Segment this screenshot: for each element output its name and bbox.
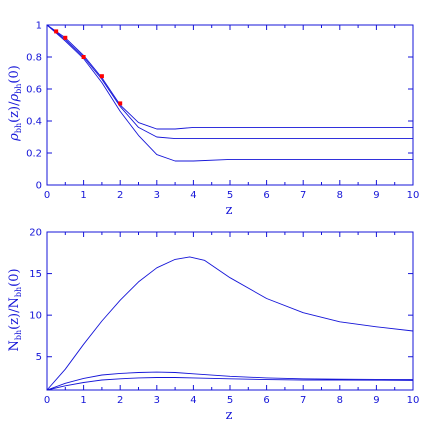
y-tick-label: 15 bbox=[29, 269, 42, 280]
series-lines bbox=[46, 24, 413, 162]
series-line-1 bbox=[46, 24, 413, 130]
series-line-3 bbox=[46, 377, 414, 391]
y-label-symbol-2: N bbox=[7, 297, 22, 308]
series-line-1 bbox=[46, 256, 414, 391]
series-line-2 bbox=[46, 24, 413, 140]
x-tick-label: 6 bbox=[263, 190, 269, 201]
y-label-sub-1: bh bbox=[14, 330, 23, 340]
y-tick-label: 5 bbox=[36, 352, 42, 363]
x-tick-label: 6 bbox=[263, 395, 269, 406]
y-label-symbol-2: ρ bbox=[7, 94, 22, 103]
x-tick-label: 0 bbox=[44, 395, 50, 406]
x-tick-label: 3 bbox=[154, 190, 160, 201]
y-label-arg-2: (0) bbox=[7, 65, 22, 83]
y-tick-label: 0.8 bbox=[26, 53, 42, 64]
y-axis-label: Nbh(z)/Nbh(0) bbox=[7, 268, 23, 351]
y-tick-label: 0.2 bbox=[26, 149, 42, 160]
y-label-sub-2: bh bbox=[14, 84, 23, 94]
data-markers bbox=[54, 29, 123, 106]
y-tick-label: 10 bbox=[29, 311, 42, 322]
y-tick-label: 1 bbox=[36, 21, 42, 32]
x-axis-label: z bbox=[226, 408, 233, 423]
y-label-symbol-1: ρ bbox=[7, 133, 22, 142]
y-axis-ticks: 0 0.2 0.4 0.6 0.8 1 bbox=[26, 21, 413, 192]
y-label-sub-1: bh bbox=[14, 123, 23, 133]
x-axis-label: z bbox=[226, 203, 233, 218]
data-marker bbox=[54, 29, 59, 34]
x-axis-ticks: 0 1 2 3 4 5 6 7 8 9 10 bbox=[44, 25, 420, 201]
density-ratio-chart: 0 1 2 3 4 5 6 7 8 9 10 00.20.40.60.81 z ρbh(z)/ρbh… bbox=[7, 21, 419, 219]
x-tick-label: 10 bbox=[407, 395, 420, 406]
x-tick-label: 1 bbox=[80, 395, 86, 406]
y-tick-label: 20 bbox=[29, 228, 42, 239]
data-marker bbox=[99, 74, 104, 79]
data-marker bbox=[81, 55, 86, 59]
y-label-sub-2: bh bbox=[14, 287, 23, 297]
y-tick-label: 0.6 bbox=[26, 85, 42, 96]
y-axis-ticks: 5 10 15 20 bbox=[29, 228, 413, 363]
series-lines bbox=[46, 256, 414, 391]
plot-frame bbox=[46, 24, 414, 186]
x-tick-label: 7 bbox=[300, 395, 306, 406]
series-line-3 bbox=[46, 24, 413, 162]
x-tick-label: 1 bbox=[80, 190, 86, 201]
x-tick-label: 2 bbox=[117, 395, 123, 406]
data-marker bbox=[118, 101, 123, 106]
x-tick-label: 7 bbox=[300, 190, 306, 201]
x-tick-label: 5 bbox=[227, 395, 233, 406]
y-label-arg-1: (z)/ bbox=[7, 101, 22, 123]
x-tick-label: 0 bbox=[44, 190, 50, 201]
series-line-2 bbox=[46, 371, 414, 391]
x-tick-label: 10 bbox=[407, 190, 420, 201]
x-tick-label: 2 bbox=[117, 190, 123, 201]
y-tick-label: 0.4 bbox=[26, 117, 42, 128]
y-label-arg-1: (z)/ bbox=[7, 308, 22, 330]
x-tick-label: 3 bbox=[154, 395, 160, 406]
x-axis-ticks: 0 1 2 3 4 5 6 7 8 9 10 bbox=[44, 232, 420, 406]
x-tick-label: 9 bbox=[373, 395, 379, 406]
data-marker bbox=[63, 35, 68, 40]
plot-frame bbox=[46, 231, 414, 391]
x-tick-label: 8 bbox=[337, 190, 343, 201]
y-label-arg-2: (0) bbox=[7, 268, 22, 286]
y-label-symbol-1: N bbox=[7, 340, 22, 351]
y-axis-label: ρbh(z)/ρbh(0) bbox=[7, 65, 23, 142]
x-tick-label: 5 bbox=[227, 190, 233, 201]
x-tick-label: 4 bbox=[190, 395, 196, 406]
y-tick-label: 0 bbox=[36, 181, 42, 192]
x-tick-label: 9 bbox=[373, 190, 379, 201]
x-tick-label: 8 bbox=[337, 395, 343, 406]
x-tick-label: 4 bbox=[190, 190, 196, 201]
